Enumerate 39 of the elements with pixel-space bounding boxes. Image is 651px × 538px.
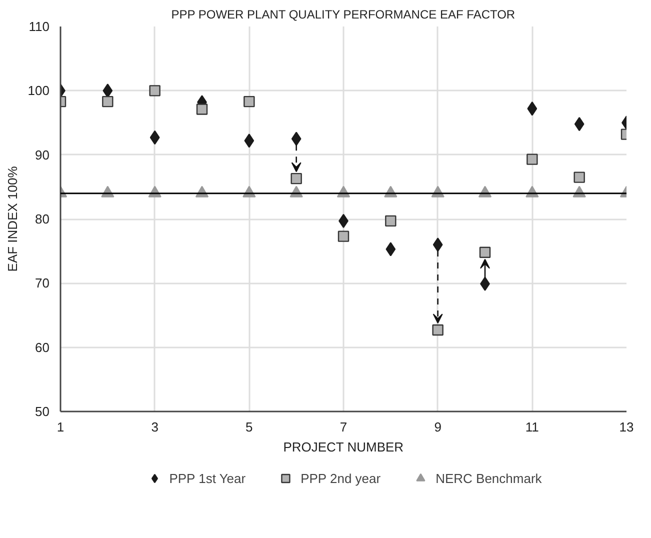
point bbox=[196, 104, 208, 115]
point bbox=[290, 172, 302, 184]
y-tick-label: 70 bbox=[35, 276, 50, 291]
y-tick-label: 110 bbox=[28, 19, 50, 34]
point bbox=[527, 102, 538, 116]
x-tick-label: 1 bbox=[56, 420, 64, 434]
point bbox=[291, 132, 302, 146]
point bbox=[244, 96, 255, 108]
point bbox=[338, 230, 350, 242]
point bbox=[574, 116, 584, 132]
legend-label: PPP 1st Year bbox=[169, 470, 246, 486]
point bbox=[479, 246, 491, 258]
point bbox=[149, 85, 160, 96]
point bbox=[432, 238, 443, 252]
point bbox=[244, 134, 254, 148]
y-axis-title: EAF INDEX 100% bbox=[4, 166, 20, 272]
y-tick-label: 50 bbox=[35, 404, 50, 419]
x-tick-label: 9 bbox=[434, 420, 442, 434]
x-axis-title: PROJECT NUMBER bbox=[283, 440, 404, 454]
point bbox=[432, 324, 444, 336]
point bbox=[526, 154, 538, 165]
legend-label: PPP 2nd year bbox=[300, 470, 381, 486]
point bbox=[574, 172, 585, 183]
point bbox=[385, 215, 396, 227]
y-tick-label: 100 bbox=[28, 83, 50, 98]
point bbox=[386, 242, 396, 256]
y-tick-label: 90 bbox=[35, 147, 50, 162]
y-tick-label: 60 bbox=[35, 340, 50, 355]
x-tick-label: 13 bbox=[619, 420, 634, 434]
point bbox=[102, 96, 114, 108]
point bbox=[102, 84, 113, 98]
x-tick-label: 3 bbox=[151, 420, 158, 434]
x-tick-label: 5 bbox=[246, 420, 253, 434]
legend-label: NERC Benchmark bbox=[436, 470, 542, 486]
y-tick-label: 80 bbox=[35, 212, 50, 226]
x-tick-label: 11 bbox=[525, 420, 539, 434]
x-tick-label: 7 bbox=[340, 420, 348, 434]
chart-title: PPP POWER PLANT QUALITY PERFORMANCE EAF FACTOR bbox=[171, 8, 516, 22]
point bbox=[150, 130, 160, 145]
